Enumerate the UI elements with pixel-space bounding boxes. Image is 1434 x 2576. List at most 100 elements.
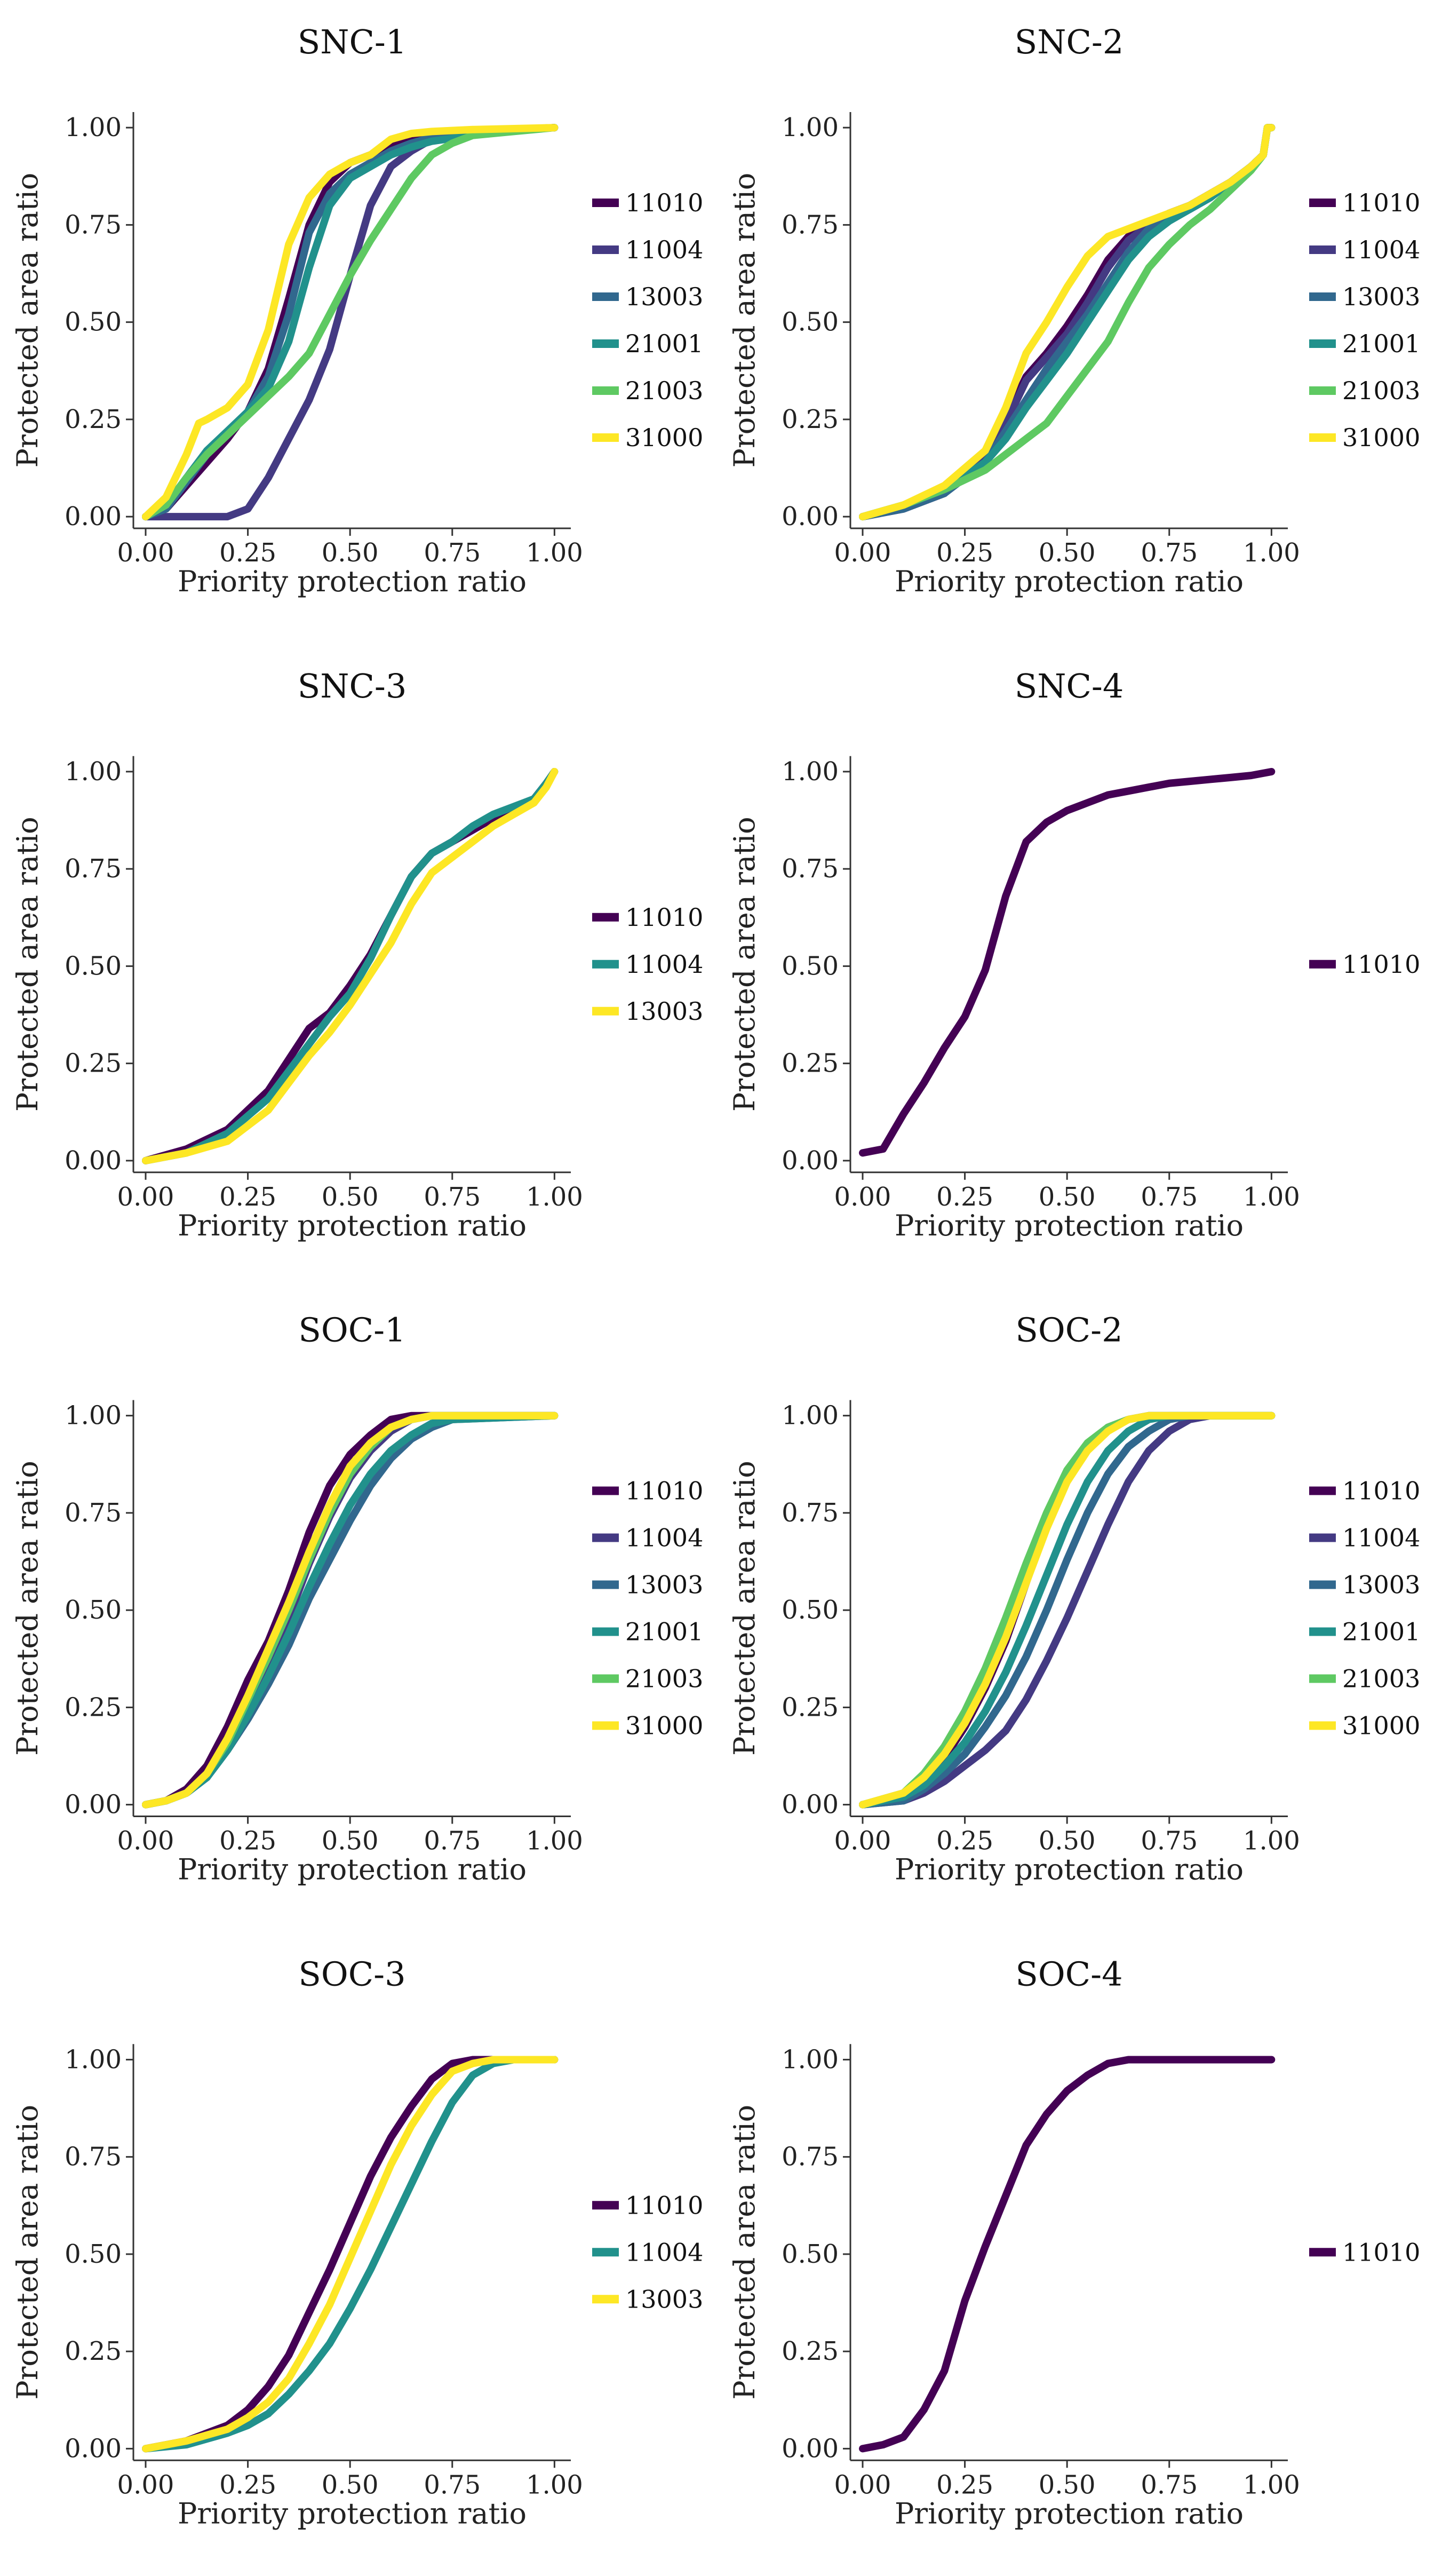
y-axis-title: Protected area ratio xyxy=(11,2105,44,2400)
series-group xyxy=(142,2056,559,2453)
y-tick-label: 0.00 xyxy=(782,2434,839,2463)
x-tick-label: 0.00 xyxy=(834,1826,891,1856)
panel-soc-1: SOC-1 0.00 0.00 0.25 0.25 0.50 0.50 0.75 0.75 1.0… xyxy=(11,1311,703,1887)
series-line-11010 xyxy=(142,2056,559,2453)
series-line-31000 xyxy=(142,1412,559,1809)
x-tick-label: 1.00 xyxy=(526,1182,583,1212)
x-tick-label: 0.25 xyxy=(219,1182,276,1212)
panel-title: SNC-2 xyxy=(1015,22,1124,61)
panel-snc-2: SNC-2 0.00 0.00 0.25 0.25 0.50 0.50 0.75 0.75 1.0… xyxy=(728,22,1420,598)
legend-label: 21001 xyxy=(625,1618,703,1646)
y-tick-label: 0.75 xyxy=(65,2142,122,2172)
x-axis-title: Priority protection ratio xyxy=(895,2496,1244,2530)
y-tick-label: 0.00 xyxy=(782,1790,839,1820)
x-tick-label: 0.25 xyxy=(936,1826,993,1856)
x-tick-label: 0.25 xyxy=(936,538,993,568)
y-axis-title: Protected area ratio xyxy=(11,1461,44,1756)
y-tick-label: 0.75 xyxy=(782,854,839,884)
x-axis-title: Priority protection ratio xyxy=(895,1209,1244,1242)
x-tick-label: 1.00 xyxy=(526,1826,583,1856)
panel-title: SOC-3 xyxy=(298,1954,405,1993)
x-tick-label: 0.00 xyxy=(117,1826,174,1856)
x-tick-label: 0.50 xyxy=(322,538,379,568)
legend-label: 11004 xyxy=(625,1524,703,1552)
x-tick-label: 0.75 xyxy=(1141,2470,1198,2500)
series-line-21001 xyxy=(859,1412,1276,1809)
y-tick-label: 0.25 xyxy=(782,1049,839,1079)
x-tick-label: 0.00 xyxy=(117,2470,174,2500)
panel-soc-4: SOC-4 0.00 0.00 0.25 0.25 0.50 0.50 0.75 0.75 1.0… xyxy=(728,1954,1420,2530)
legend-label: 13003 xyxy=(625,997,703,1026)
x-tick-label: 0.25 xyxy=(219,2470,276,2500)
y-tick-label: 0.50 xyxy=(65,1595,122,1625)
series-line-13003 xyxy=(142,767,559,1164)
y-tick-label: 0.00 xyxy=(65,1146,122,1176)
panel-title: SOC-1 xyxy=(298,1311,405,1350)
series-group xyxy=(142,767,559,1164)
x-tick-label: 0.25 xyxy=(936,2470,993,2500)
legend-label: 11004 xyxy=(1342,235,1420,264)
series-line-13003 xyxy=(142,2056,559,2453)
y-tick-label: 0.25 xyxy=(782,1692,839,1722)
legend-label: 13003 xyxy=(625,282,703,311)
x-tick-label: 0.75 xyxy=(424,1826,481,1856)
x-tick-label: 0.50 xyxy=(322,2470,379,2500)
x-axis-title: Priority protection ratio xyxy=(178,1853,527,1887)
legend-label: 11010 xyxy=(1342,2238,1420,2266)
y-tick-label: 1.00 xyxy=(65,757,122,787)
x-tick-label: 0.75 xyxy=(424,2470,481,2500)
legend-label: 21001 xyxy=(1342,329,1420,358)
x-tick-label: 0.75 xyxy=(424,538,481,568)
x-tick-label: 1.00 xyxy=(1243,538,1300,568)
series-line-11010 xyxy=(859,124,1276,521)
x-tick-label: 0.00 xyxy=(117,538,174,568)
panel-soc-2: SOC-2 0.00 0.00 0.25 0.25 0.50 0.50 0.75 0.75 1.0… xyxy=(728,1311,1420,1887)
y-tick-label: 1.00 xyxy=(782,1401,839,1431)
legend-label: 21003 xyxy=(1342,1665,1420,1693)
legend-label: 13003 xyxy=(625,1571,703,1599)
legend-label: 13003 xyxy=(1342,282,1420,311)
panel-snc-3: SNC-3 0.00 0.00 0.25 0.25 0.50 0.50 0.75 0.75 1.0… xyxy=(11,667,703,1242)
x-tick-label: 0.75 xyxy=(1141,1826,1198,1856)
y-axis-title: Protected area ratio xyxy=(728,173,761,468)
x-tick-label: 0.50 xyxy=(322,1826,379,1856)
series-group xyxy=(859,767,1276,1157)
panel-snc-1: SNC-1 0.00 0.00 0.25 0.25 0.50 0.50 0.75 0.75 1.0… xyxy=(11,22,703,598)
legend-label: 11004 xyxy=(625,950,703,979)
y-tick-label: 0.75 xyxy=(782,2142,839,2172)
legend-label: 21001 xyxy=(1342,1618,1420,1646)
y-tick-label: 0.00 xyxy=(65,2434,122,2463)
series-line-21003 xyxy=(142,124,559,521)
y-axis-title: Protected area ratio xyxy=(11,173,44,468)
series-group xyxy=(142,1412,559,1809)
legend-label: 11010 xyxy=(1342,950,1420,979)
x-tick-label: 0.75 xyxy=(1141,538,1198,568)
x-tick-label: 0.00 xyxy=(834,1182,891,1212)
series-line-11004 xyxy=(142,2056,559,2453)
legend-label: 31000 xyxy=(625,423,703,452)
panel-title: SNC-1 xyxy=(298,22,407,61)
y-tick-label: 0.25 xyxy=(782,2336,839,2366)
series-line-31000 xyxy=(142,124,559,521)
x-tick-label: 0.50 xyxy=(1039,1826,1096,1856)
y-tick-label: 1.00 xyxy=(782,757,839,787)
legend-label: 31000 xyxy=(625,1711,703,1740)
y-tick-label: 0.50 xyxy=(65,951,122,981)
y-tick-label: 1.00 xyxy=(65,113,122,142)
y-tick-label: 0.25 xyxy=(65,405,122,434)
x-tick-label: 0.25 xyxy=(936,1182,993,1212)
y-tick-label: 0.00 xyxy=(782,1146,839,1176)
series-line-13003 xyxy=(859,1412,1276,1809)
legend-label: 31000 xyxy=(1342,423,1420,452)
x-tick-label: 0.50 xyxy=(1039,1182,1096,1212)
y-tick-label: 0.50 xyxy=(65,307,122,337)
y-tick-label: 0.25 xyxy=(65,1049,122,1079)
series-line-11004 xyxy=(142,767,559,1164)
x-axis-title: Priority protection ratio xyxy=(178,2496,527,2530)
y-tick-label: 0.75 xyxy=(65,854,122,884)
series-group xyxy=(859,2056,1276,2453)
panel-title: SNC-3 xyxy=(298,667,407,706)
x-tick-label: 0.75 xyxy=(1141,1182,1198,1212)
x-tick-label: 0.75 xyxy=(424,1182,481,1212)
